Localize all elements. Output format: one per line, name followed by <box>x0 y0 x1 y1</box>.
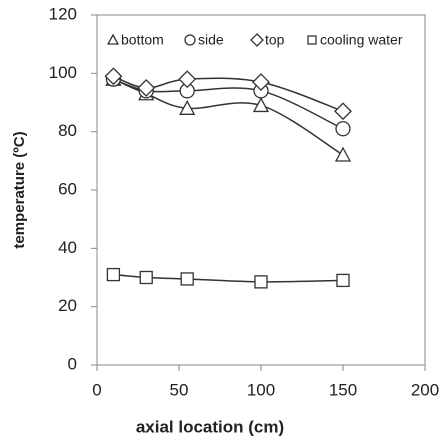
x-tick-label: 0 <box>92 380 101 399</box>
marker <box>104 67 123 86</box>
x-tick-label: 50 <box>170 380 189 399</box>
marker <box>336 273 350 288</box>
marker <box>254 275 268 289</box>
marker <box>137 78 156 97</box>
legend-label: side <box>198 32 224 48</box>
y-tick-label: 100 <box>49 63 77 82</box>
y-tick-label: 40 <box>58 238 77 257</box>
marker <box>106 267 121 282</box>
y-tick-label: 20 <box>58 296 77 315</box>
marker <box>179 99 196 115</box>
y-tick-label: 0 <box>68 354 77 373</box>
legend-label: top <box>265 32 285 48</box>
legend-marker <box>184 34 196 46</box>
legend-label: cooling water <box>320 32 403 48</box>
marker <box>139 270 153 285</box>
marker <box>334 102 352 121</box>
y-axis-title: temperature (ºC) <box>11 131 28 248</box>
x-tick-label: 200 <box>411 380 439 399</box>
marker <box>252 97 270 113</box>
marker <box>178 70 197 89</box>
x-tick-label: 100 <box>247 380 275 399</box>
x-axis-title: axial location (cm) <box>136 417 284 436</box>
y-tick-label: 120 <box>49 4 77 23</box>
legend-marker <box>307 35 317 45</box>
marker <box>334 146 352 162</box>
marker <box>180 272 194 286</box>
legend-marker <box>106 33 120 45</box>
plot-frame <box>96 14 426 366</box>
legend-marker <box>250 33 264 47</box>
x-tick-label: 150 <box>329 380 357 399</box>
y-tick-label: 80 <box>58 121 77 140</box>
legend-label: bottom <box>121 32 164 48</box>
y-tick-label: 60 <box>58 179 77 198</box>
marker <box>335 121 351 137</box>
marker <box>252 73 270 92</box>
